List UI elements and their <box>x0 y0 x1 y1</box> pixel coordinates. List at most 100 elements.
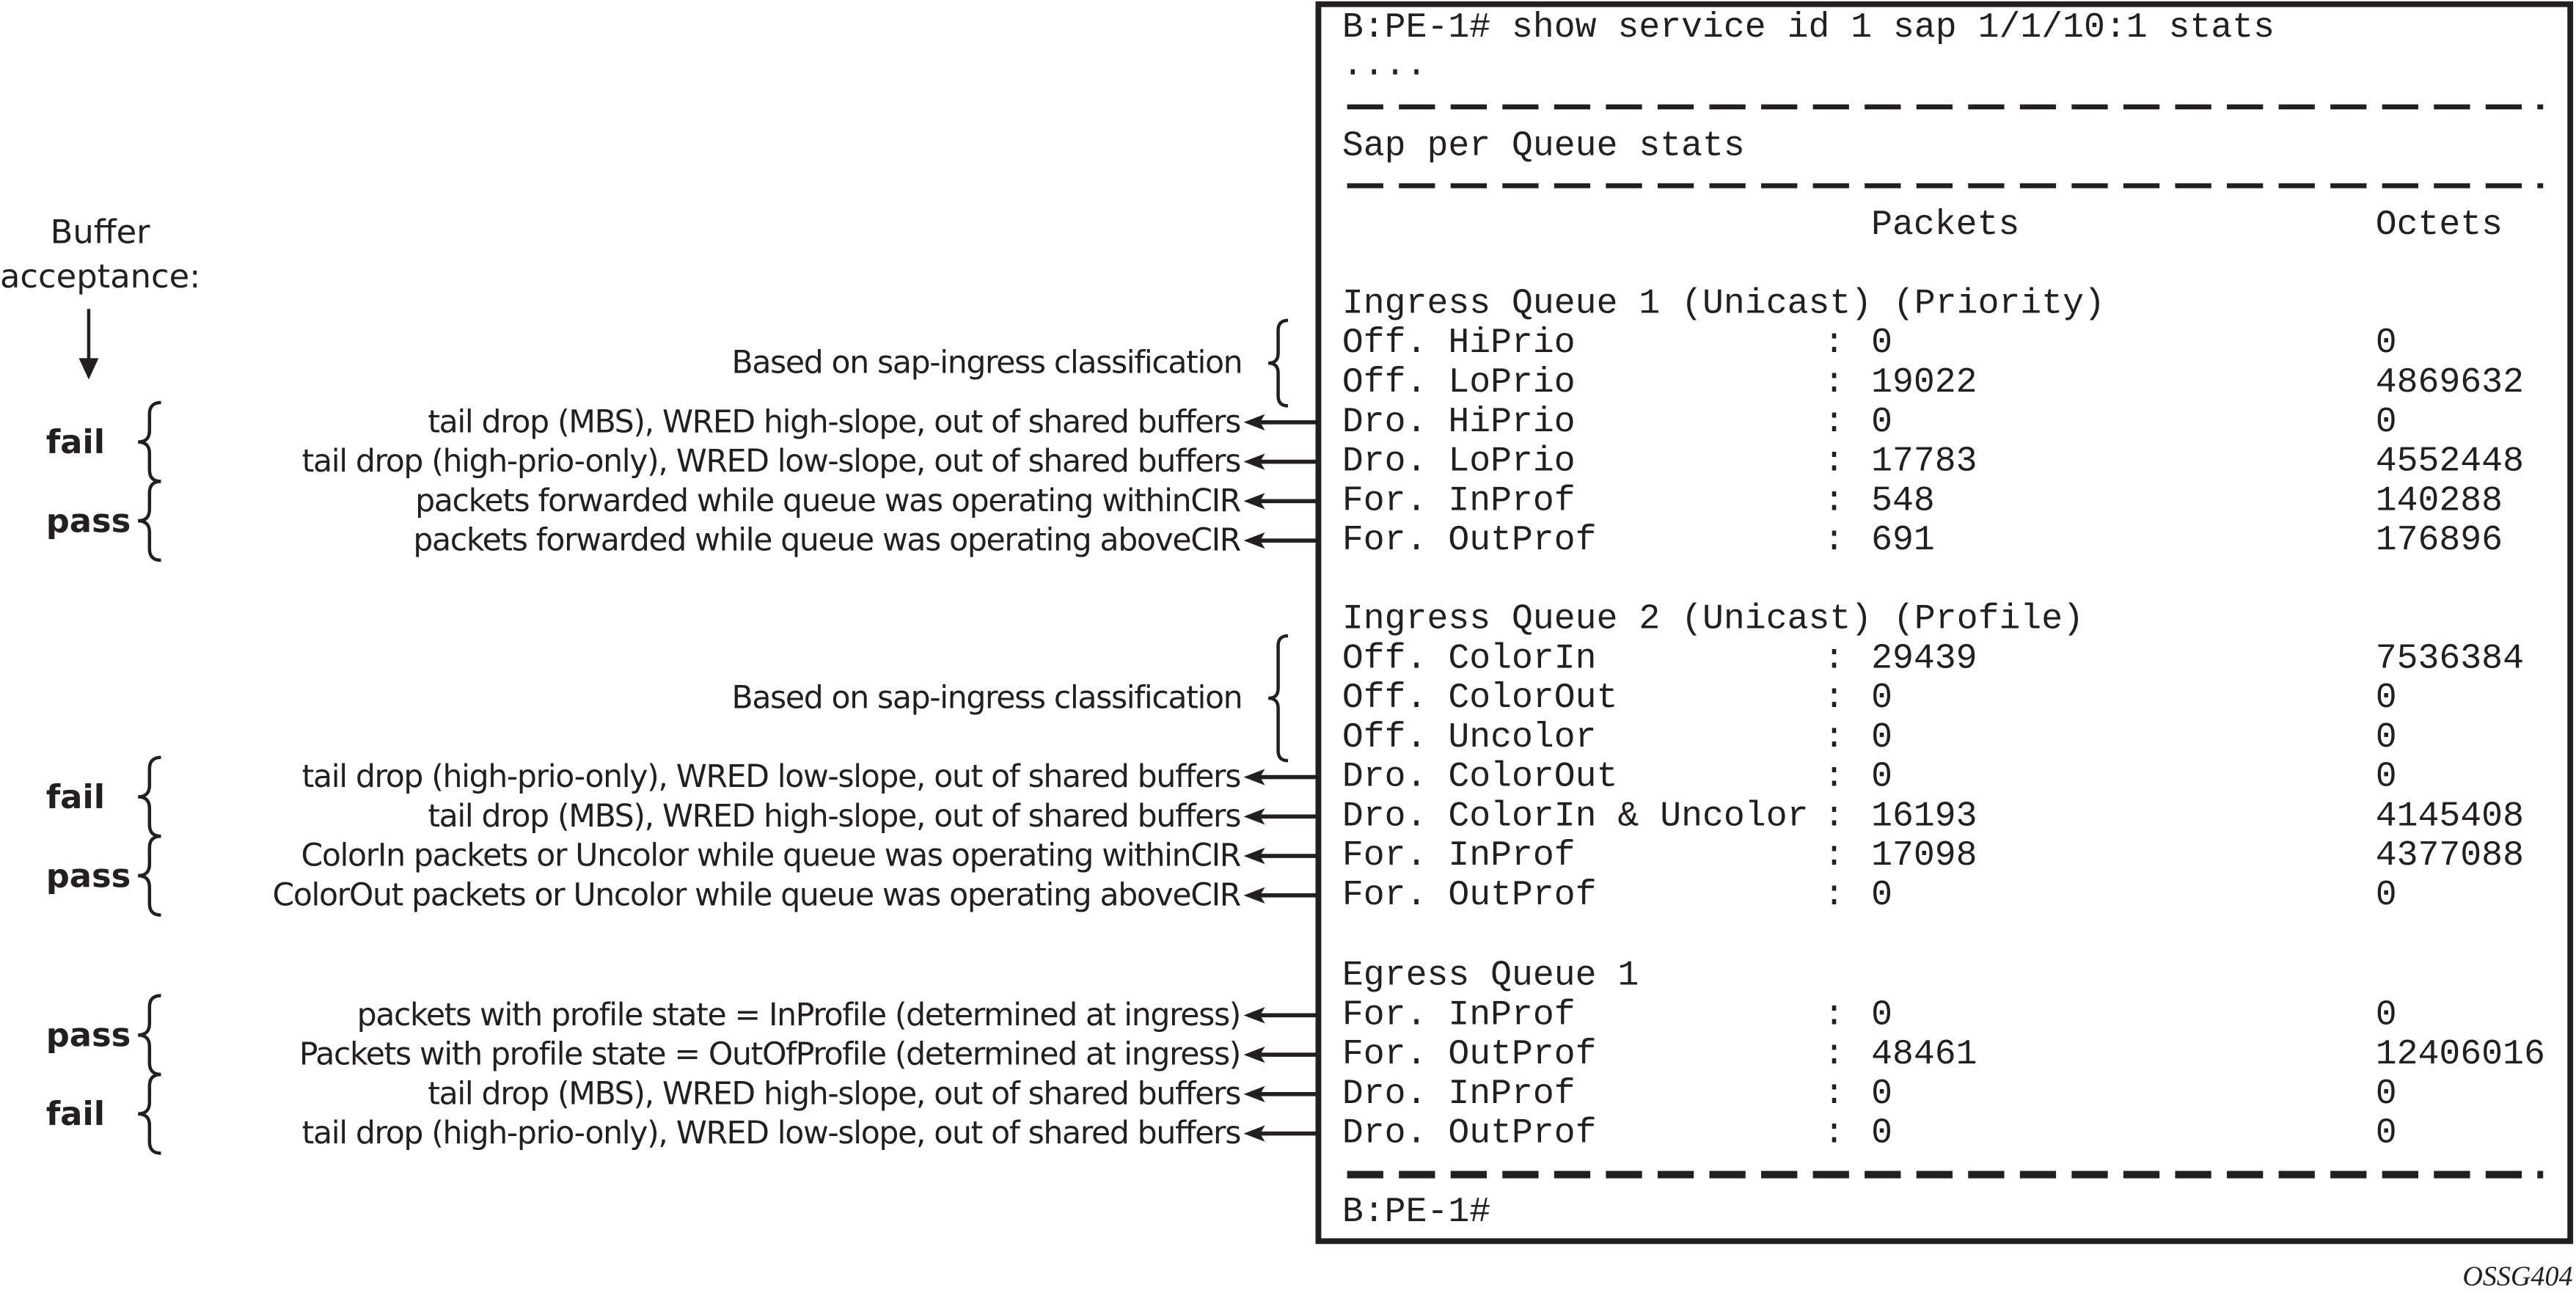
stat-octets: 0 <box>2376 1074 2397 1114</box>
stat-label: For. OutProf <box>1342 1035 1597 1074</box>
terminal-box <box>1315 1 2574 1245</box>
stat-octets: 0 <box>2376 678 2397 718</box>
header-packets: Packets <box>1871 205 2019 245</box>
buffer-acceptance-label: acceptance: <box>0 257 200 296</box>
arrow-left-icon <box>1243 887 1265 904</box>
stat-colon: : <box>1823 718 1845 758</box>
arrow-left-icon <box>1243 493 1265 510</box>
stat-packets: 16193 <box>1871 796 1977 836</box>
outcome-pass: pass <box>46 856 131 895</box>
stat-label: Off. ColorOut <box>1342 678 1618 718</box>
outcome-fail: fail <box>46 777 105 816</box>
outcome-pass: pass <box>46 1016 131 1055</box>
buffer-acceptance-label: Buffer <box>51 212 151 251</box>
stat-packets: 691 <box>1871 521 1935 560</box>
stat-label: For. OutProf <box>1342 521 1597 560</box>
command-line: B:PE-1# show service id 1 sap 1/1/10:1 s… <box>1342 8 2275 48</box>
counter-explanation: tail drop (high-prio-only), WRED low-slo… <box>302 444 1241 480</box>
arrow-left-icon <box>1243 769 1265 785</box>
brace-icon <box>138 994 161 1077</box>
stat-label: For. InProf <box>1342 836 1576 876</box>
stat-colon: : <box>1823 481 1845 521</box>
stat-colon: : <box>1823 995 1845 1035</box>
counter-explanation: tail drop (MBS), WRED high-slope, out of… <box>428 404 1240 440</box>
stat-label: For. OutProf <box>1342 876 1597 915</box>
stat-colon: : <box>1823 403 1845 442</box>
stat-packets: 0 <box>1871 403 1892 442</box>
counter-explanation: tail drop (MBS), WRED high-slope, out of… <box>428 799 1240 835</box>
stat-label: Dro. HiPrio <box>1342 403 1576 442</box>
stat-octets: 176896 <box>2376 521 2503 560</box>
stat-packets: 29439 <box>1871 639 1977 678</box>
counter-explanation: packets with profile state = InProfile (… <box>357 997 1240 1033</box>
stat-octets: 0 <box>2376 876 2397 915</box>
counter-explanation: ColorOut packets or Uncolor while queue … <box>272 877 1240 913</box>
outcome-pass: pass <box>46 502 131 541</box>
counter-explanation: tail drop (high-prio-only), WRED low-slo… <box>302 759 1241 795</box>
stat-colon: : <box>1823 678 1845 718</box>
stat-label: Dro. InProf <box>1342 1074 1576 1114</box>
ellipsis: .... <box>1342 46 1427 86</box>
stat-colon: : <box>1823 796 1845 836</box>
counter-explanation: Packets with profile state = OutOfProfil… <box>299 1037 1240 1073</box>
counter-explanation: tail drop (MBS), WRED high-slope, out of… <box>428 1076 1240 1112</box>
brace-icon <box>1267 318 1289 408</box>
stat-colon: : <box>1823 758 1845 797</box>
classification-note: Based on sap-ingress classification <box>731 345 1242 381</box>
counter-explanation: ColorIn packets or Uncolor while queue w… <box>301 838 1241 874</box>
stat-octets: 0 <box>2376 403 2397 442</box>
arrow-left-icon <box>1243 1125 1265 1142</box>
arrow-left-icon <box>1243 532 1265 549</box>
stat-colon: : <box>1823 876 1845 915</box>
arrow-left-icon <box>1243 414 1265 431</box>
arrow-left-icon <box>1243 847 1265 865</box>
queue-title: Ingress Queue 1 (Unicast) (Priority) <box>1342 285 2105 324</box>
stat-octets: 7536384 <box>2376 639 2524 678</box>
counter-explanation: packets forwarded while queue was operat… <box>415 483 1241 519</box>
stat-packets: 0 <box>1871 758 1892 797</box>
stat-label: Off. Uncolor <box>1342 718 1597 758</box>
stat-label: For. InProf <box>1342 481 1576 521</box>
figure-id: OSSG404 <box>2462 1261 2572 1292</box>
stat-colon: : <box>1823 1074 1845 1114</box>
arrow-left-icon <box>1243 1085 1265 1103</box>
stat-octets: 0 <box>2376 323 2397 363</box>
stat-packets: 19022 <box>1871 363 1977 403</box>
stat-label: Dro. LoPrio <box>1342 442 1576 482</box>
stat-label: Off. LoPrio <box>1342 363 1576 403</box>
stat-packets: 17098 <box>1871 836 1977 876</box>
arrow-left-icon <box>1243 808 1265 825</box>
section-title: Sap per Queue stats <box>1342 126 1745 166</box>
stat-label: Dro. OutProf <box>1342 1114 1597 1154</box>
stat-packets: 0 <box>1871 678 1892 718</box>
stat-packets: 0 <box>1871 323 1892 363</box>
stat-colon: : <box>1823 363 1845 403</box>
stat-octets: 0 <box>2376 995 2397 1035</box>
stat-octets: 140288 <box>2376 481 2503 521</box>
stat-octets: 0 <box>2376 1114 2397 1154</box>
counter-explanation: packets forwarded while queue was operat… <box>413 523 1240 559</box>
stat-octets: 0 <box>2376 718 2397 758</box>
stat-packets: 0 <box>1871 1114 1892 1154</box>
arrow-left-icon <box>1243 453 1265 470</box>
stat-octets: 4869632 <box>2376 363 2524 403</box>
stat-packets: 0 <box>1871 995 1892 1035</box>
stat-packets: 548 <box>1871 481 1935 521</box>
stat-colon: : <box>1823 836 1845 876</box>
brace-icon <box>138 480 161 563</box>
outcome-fail: fail <box>46 422 105 461</box>
stat-packets: 0 <box>1871 876 1892 915</box>
counter-explanation: tail drop (high-prio-only), WRED low-slo… <box>302 1116 1241 1151</box>
stat-label: Dro. ColorOut <box>1342 758 1618 797</box>
stat-label: For. InProf <box>1342 995 1576 1035</box>
stat-label: Dro. ColorIn & Uncolor <box>1342 796 1809 836</box>
stat-octets: 12406016 <box>2376 1035 2545 1074</box>
annotations: Buffer acceptance: Based on sap-ingress … <box>0 212 1317 1155</box>
stat-octets: 4552448 <box>2376 442 2524 482</box>
arrow-down-icon <box>78 358 99 380</box>
stat-colon: : <box>1823 1035 1845 1074</box>
stat-colon: : <box>1823 639 1845 678</box>
stat-packets: 48461 <box>1871 1035 1977 1074</box>
stat-packets: 0 <box>1871 718 1892 758</box>
